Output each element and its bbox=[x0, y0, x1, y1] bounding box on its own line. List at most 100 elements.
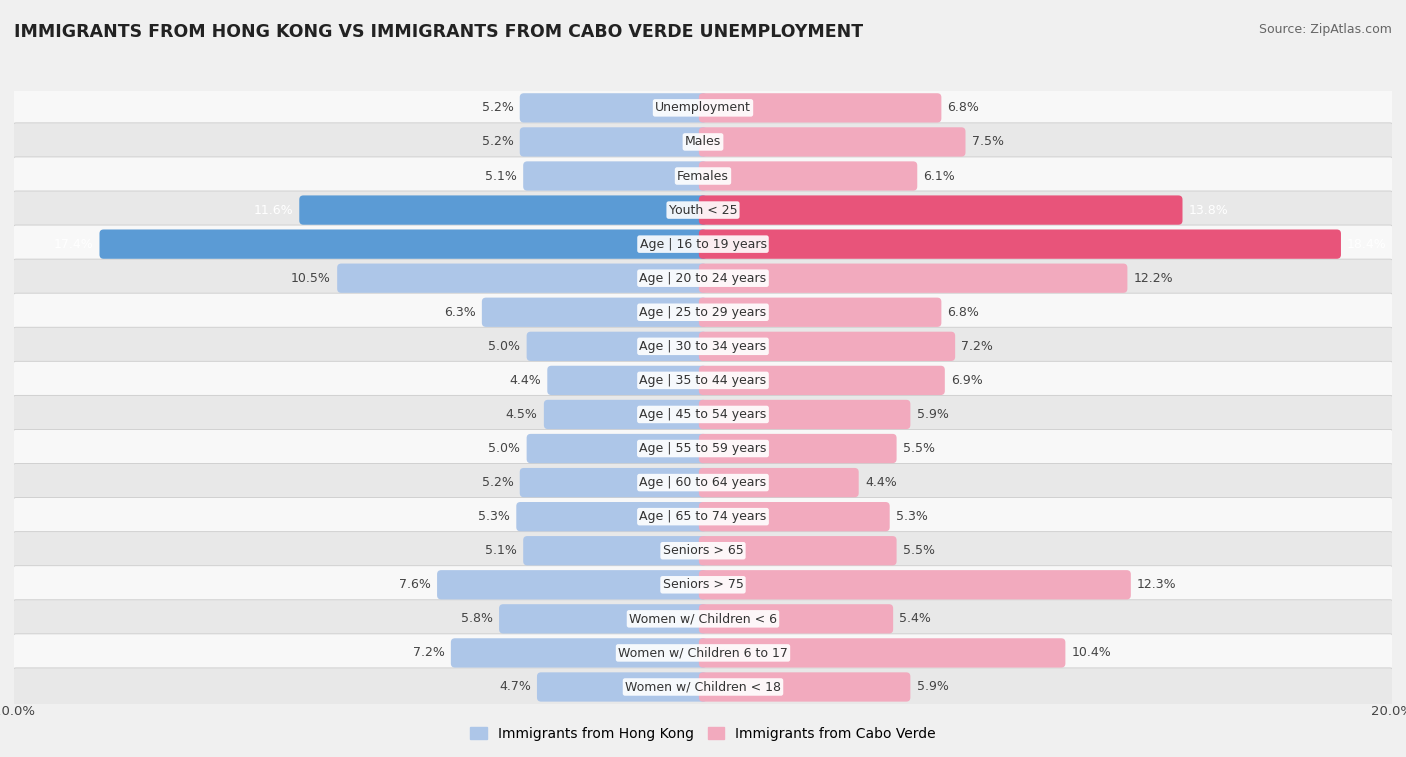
FancyBboxPatch shape bbox=[544, 400, 707, 429]
FancyBboxPatch shape bbox=[13, 531, 1393, 570]
Text: 20.0%: 20.0% bbox=[0, 706, 35, 718]
FancyBboxPatch shape bbox=[699, 195, 1182, 225]
Text: Age | 20 to 24 years: Age | 20 to 24 years bbox=[640, 272, 766, 285]
FancyBboxPatch shape bbox=[523, 161, 707, 191]
FancyBboxPatch shape bbox=[13, 225, 1393, 263]
FancyBboxPatch shape bbox=[699, 434, 897, 463]
FancyBboxPatch shape bbox=[13, 89, 1393, 127]
FancyBboxPatch shape bbox=[699, 570, 1130, 600]
FancyBboxPatch shape bbox=[699, 263, 1128, 293]
Text: 4.4%: 4.4% bbox=[865, 476, 897, 489]
Text: 4.4%: 4.4% bbox=[509, 374, 541, 387]
Text: 7.2%: 7.2% bbox=[962, 340, 993, 353]
FancyBboxPatch shape bbox=[13, 361, 1393, 400]
Legend: Immigrants from Hong Kong, Immigrants from Cabo Verde: Immigrants from Hong Kong, Immigrants fr… bbox=[464, 721, 942, 746]
Text: 5.0%: 5.0% bbox=[488, 340, 520, 353]
Text: Females: Females bbox=[678, 170, 728, 182]
Text: Women w/ Children < 18: Women w/ Children < 18 bbox=[626, 681, 780, 693]
FancyBboxPatch shape bbox=[699, 468, 859, 497]
FancyBboxPatch shape bbox=[13, 123, 1393, 161]
Text: Women w/ Children < 6: Women w/ Children < 6 bbox=[628, 612, 778, 625]
Text: 18.4%: 18.4% bbox=[1347, 238, 1386, 251]
Text: Age | 55 to 59 years: Age | 55 to 59 years bbox=[640, 442, 766, 455]
FancyBboxPatch shape bbox=[13, 259, 1393, 298]
FancyBboxPatch shape bbox=[13, 668, 1393, 706]
Text: 13.8%: 13.8% bbox=[1188, 204, 1229, 217]
Text: Age | 16 to 19 years: Age | 16 to 19 years bbox=[640, 238, 766, 251]
Text: 5.2%: 5.2% bbox=[482, 136, 513, 148]
Text: 20.0%: 20.0% bbox=[1371, 706, 1406, 718]
Text: 5.5%: 5.5% bbox=[903, 544, 935, 557]
FancyBboxPatch shape bbox=[13, 327, 1393, 366]
FancyBboxPatch shape bbox=[13, 463, 1393, 502]
Text: 5.1%: 5.1% bbox=[485, 544, 517, 557]
FancyBboxPatch shape bbox=[437, 570, 707, 600]
FancyBboxPatch shape bbox=[13, 634, 1393, 672]
FancyBboxPatch shape bbox=[699, 536, 897, 565]
FancyBboxPatch shape bbox=[699, 127, 966, 157]
FancyBboxPatch shape bbox=[523, 536, 707, 565]
FancyBboxPatch shape bbox=[699, 161, 917, 191]
Text: 4.5%: 4.5% bbox=[506, 408, 537, 421]
FancyBboxPatch shape bbox=[337, 263, 707, 293]
FancyBboxPatch shape bbox=[699, 229, 1341, 259]
Text: Seniors > 65: Seniors > 65 bbox=[662, 544, 744, 557]
Text: 11.6%: 11.6% bbox=[253, 204, 292, 217]
Text: Seniors > 75: Seniors > 75 bbox=[662, 578, 744, 591]
Text: 10.4%: 10.4% bbox=[1071, 646, 1111, 659]
Text: IMMIGRANTS FROM HONG KONG VS IMMIGRANTS FROM CABO VERDE UNEMPLOYMENT: IMMIGRANTS FROM HONG KONG VS IMMIGRANTS … bbox=[14, 23, 863, 41]
Text: 6.9%: 6.9% bbox=[950, 374, 983, 387]
Text: Age | 30 to 34 years: Age | 30 to 34 years bbox=[640, 340, 766, 353]
FancyBboxPatch shape bbox=[699, 638, 1066, 668]
FancyBboxPatch shape bbox=[482, 298, 707, 327]
Text: 4.7%: 4.7% bbox=[499, 681, 531, 693]
Text: Age | 25 to 29 years: Age | 25 to 29 years bbox=[640, 306, 766, 319]
Text: Males: Males bbox=[685, 136, 721, 148]
FancyBboxPatch shape bbox=[299, 195, 707, 225]
Text: 5.2%: 5.2% bbox=[482, 476, 513, 489]
Text: 5.3%: 5.3% bbox=[478, 510, 510, 523]
Text: 6.1%: 6.1% bbox=[924, 170, 955, 182]
FancyBboxPatch shape bbox=[537, 672, 707, 702]
Text: 6.3%: 6.3% bbox=[444, 306, 475, 319]
FancyBboxPatch shape bbox=[13, 429, 1393, 468]
FancyBboxPatch shape bbox=[13, 497, 1393, 536]
Text: 17.4%: 17.4% bbox=[53, 238, 93, 251]
Text: 5.9%: 5.9% bbox=[917, 408, 949, 421]
FancyBboxPatch shape bbox=[520, 93, 707, 123]
FancyBboxPatch shape bbox=[451, 638, 707, 668]
Text: 5.8%: 5.8% bbox=[461, 612, 494, 625]
Text: 5.3%: 5.3% bbox=[896, 510, 928, 523]
FancyBboxPatch shape bbox=[516, 502, 707, 531]
FancyBboxPatch shape bbox=[13, 157, 1393, 195]
FancyBboxPatch shape bbox=[520, 468, 707, 497]
Text: 5.0%: 5.0% bbox=[488, 442, 520, 455]
FancyBboxPatch shape bbox=[13, 191, 1393, 229]
Text: 5.9%: 5.9% bbox=[917, 681, 949, 693]
FancyBboxPatch shape bbox=[527, 332, 707, 361]
Text: 5.5%: 5.5% bbox=[903, 442, 935, 455]
FancyBboxPatch shape bbox=[699, 502, 890, 531]
FancyBboxPatch shape bbox=[699, 672, 910, 702]
FancyBboxPatch shape bbox=[699, 93, 942, 123]
FancyBboxPatch shape bbox=[699, 400, 910, 429]
FancyBboxPatch shape bbox=[520, 127, 707, 157]
FancyBboxPatch shape bbox=[13, 395, 1393, 434]
FancyBboxPatch shape bbox=[699, 298, 942, 327]
Text: 7.2%: 7.2% bbox=[413, 646, 444, 659]
Text: 7.5%: 7.5% bbox=[972, 136, 1004, 148]
Text: 12.2%: 12.2% bbox=[1133, 272, 1173, 285]
FancyBboxPatch shape bbox=[527, 434, 707, 463]
FancyBboxPatch shape bbox=[547, 366, 707, 395]
Text: Age | 35 to 44 years: Age | 35 to 44 years bbox=[640, 374, 766, 387]
Text: Youth < 25: Youth < 25 bbox=[669, 204, 737, 217]
Text: Source: ZipAtlas.com: Source: ZipAtlas.com bbox=[1258, 23, 1392, 36]
Text: 6.8%: 6.8% bbox=[948, 306, 980, 319]
Text: Age | 60 to 64 years: Age | 60 to 64 years bbox=[640, 476, 766, 489]
Text: Age | 65 to 74 years: Age | 65 to 74 years bbox=[640, 510, 766, 523]
Text: 5.2%: 5.2% bbox=[482, 101, 513, 114]
Text: 10.5%: 10.5% bbox=[291, 272, 330, 285]
Text: Age | 45 to 54 years: Age | 45 to 54 years bbox=[640, 408, 766, 421]
FancyBboxPatch shape bbox=[13, 293, 1393, 332]
FancyBboxPatch shape bbox=[699, 366, 945, 395]
